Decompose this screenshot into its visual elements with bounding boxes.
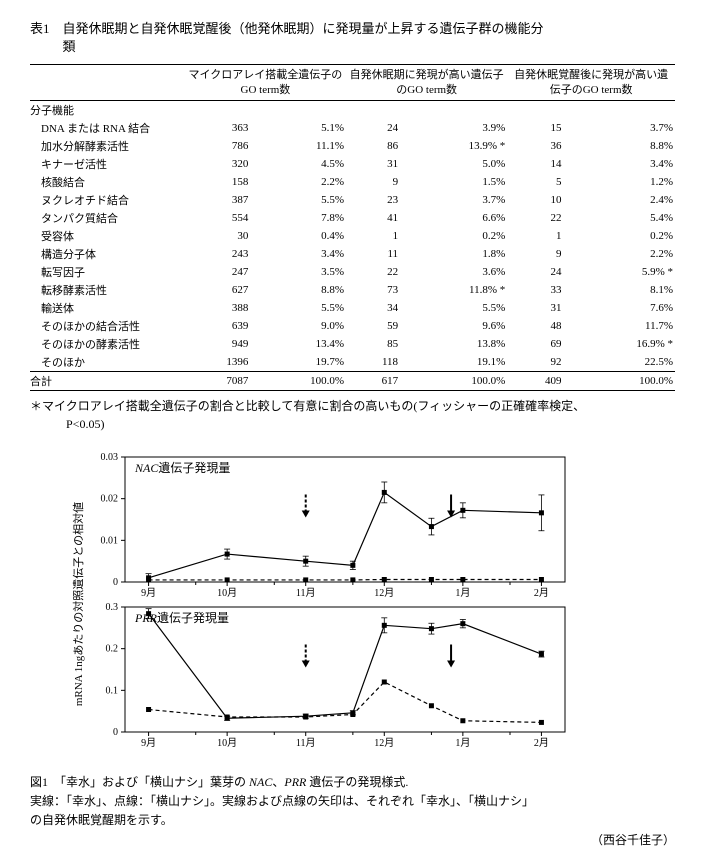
section-header: 分子機能 [30, 100, 675, 119]
table-row: 転移酵素活性6278.8%7311.8% *338.1% [30, 281, 675, 299]
table-title: 表1 自発休眠期と自発休眠覚醒後（他発休眠期）に発現量が上昇する遺伝子群の機能分… [30, 20, 675, 56]
svg-text:10月: 10月 [217, 737, 237, 749]
expression-charts: mRNA 1ngあたりの対照遺伝子との相対値 0 0.01 0.02 0.03 9月 10月… [70, 449, 600, 759]
table-title-line1: 表1 自発休眠期と自発休眠覚醒後（他発休眠期）に発現量が上昇する遺伝子群の機能分 [30, 21, 544, 36]
chart-area: mRNA 1ngあたりの対照遺伝子との相対値 0 0.01 0.02 0.03 9月 10月… [70, 449, 675, 763]
svg-text:12月: 12月 [374, 587, 394, 599]
svg-text:2月: 2月 [534, 737, 549, 749]
svg-text:11月: 11月 [296, 587, 316, 599]
table-footnote: ＊マイクロアレイ搭載全遺伝子の割合と比較して有意に割合の高いもの(フィッシャーの… [30, 397, 675, 433]
th-all: マイクロアレイ搭載全遺伝子のGO term数 [185, 65, 346, 101]
fig-line2: 実線：「幸水」、点線：「横山ナシ」。実線および点線の矢印は、それぞれ「幸水」、「… [30, 794, 534, 808]
go-term-table: マイクロアレイ搭載全遺伝子のGO term数 自発休眠期に発現が高い遺伝子のGO… [30, 64, 675, 391]
th-endo: 自発休眠期に発現が高い遺伝子のGO term数 [346, 65, 507, 101]
table-row: 加水分解酵素活性78611.1%8613.9% *368.8% [30, 137, 675, 155]
fig-line1-mid: 、 [272, 775, 284, 789]
svg-text:0.01: 0.01 [101, 535, 119, 546]
svg-text:12月: 12月 [374, 737, 394, 749]
svg-text:2月: 2月 [534, 587, 549, 599]
svg-text:0: 0 [113, 727, 118, 738]
table-row: そのほか139619.7%11819.1%9222.5% [30, 353, 675, 372]
table-row: 輸送体3885.5%345.5%317.6% [30, 299, 675, 317]
svg-text:0.02: 0.02 [101, 494, 119, 505]
fig-line1-prefix: 図1 「幸水」および「横山ナシ」葉芽の [30, 775, 249, 789]
figure-caption: 図1 「幸水」および「横山ナシ」葉芽の NAC、PRR 遺伝子の発現様式. 実線… [30, 773, 675, 831]
svg-text:10月: 10月 [217, 587, 237, 599]
table-row: 構造分子体2433.4%111.8%92.2% [30, 245, 675, 263]
fig-nac: NAC [249, 775, 272, 789]
table-row: タンパク質結合5547.8%416.6%225.4% [30, 209, 675, 227]
table-row: ヌクレオチド結合3875.5%233.7%102.4% [30, 191, 675, 209]
svg-text:0.3: 0.3 [106, 602, 119, 613]
svg-text:1月: 1月 [455, 737, 470, 749]
svg-text:0.1: 0.1 [106, 685, 119, 696]
svg-text:mRNA 1ngあたりの対照遺伝子との相対値: mRNA 1ngあたりの対照遺伝子との相対値 [71, 502, 85, 706]
table-title-line2: 類 [30, 39, 76, 54]
figure-author: （西谷千佳子） [30, 831, 675, 848]
svg-text:11月: 11月 [296, 737, 316, 749]
svg-text:9月: 9月 [141, 737, 156, 749]
table-row: 転写因子2473.5%223.6%245.9% * [30, 263, 675, 281]
svg-text:0: 0 [113, 577, 118, 588]
table-row: そのほかの酵素活性94913.4%8513.8%6916.9% * [30, 335, 675, 353]
svg-text:PRR遺伝子発現量: PRR遺伝子発現量 [134, 610, 229, 625]
svg-text:9月: 9月 [141, 587, 156, 599]
table-row: DNA または RNA 結合3635.1%243.9%153.7% [30, 119, 675, 137]
fig-line1-suffix: 遺伝子の発現様式. [306, 775, 408, 789]
svg-text:0.2: 0.2 [106, 644, 119, 655]
svg-text:NAC遺伝子発現量: NAC遺伝子発現量 [134, 460, 230, 475]
svg-text:1月: 1月 [455, 587, 470, 599]
table-row: キナーゼ活性3204.5%315.0%143.4% [30, 155, 675, 173]
fig-line3: の自発休眠覚醒期を示す。 [30, 813, 173, 827]
table-total-row: 合計7087100.0%617100.0%409100.0% [30, 371, 675, 390]
svg-text:0.03: 0.03 [101, 452, 119, 463]
th-blank [30, 65, 185, 101]
fig-prr: PRR [284, 775, 306, 789]
footnote-line2: P<0.05) [30, 417, 104, 431]
th-eco: 自発休眠覚醒後に発現が高い遺伝子のGO term数 [507, 65, 675, 101]
table-row: 受容体300.4%10.2%10.2% [30, 227, 675, 245]
footnote-line1: ＊マイクロアレイ搭載全遺伝子の割合と比較して有意に割合の高いもの(フィッシャーの… [30, 399, 585, 413]
table-row: そのほかの結合活性6399.0%599.6%4811.7% [30, 317, 675, 335]
table-row: 核酸結合1582.2%91.5%51.2% [30, 173, 675, 191]
